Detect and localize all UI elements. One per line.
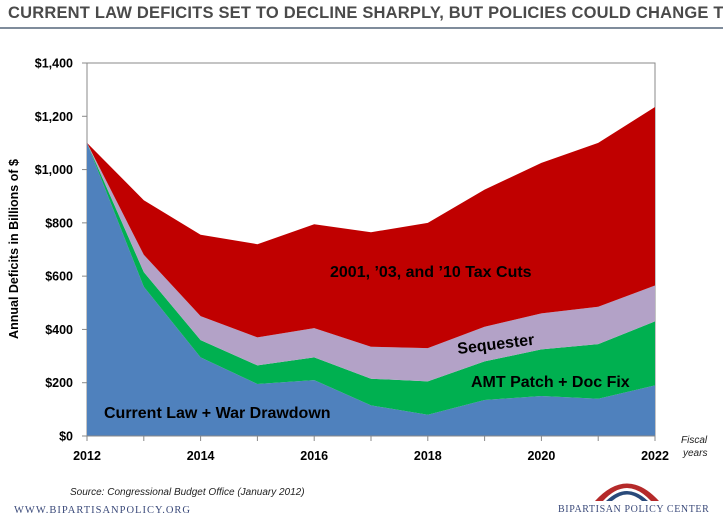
x-tick-label: 2012 — [73, 449, 101, 463]
x-ticks: 2012 2014 2016 2018 2020 2022 — [73, 436, 669, 463]
area-series-2 — [87, 142, 655, 382]
x-tick-label: 2020 — [527, 449, 555, 463]
bpc-logo-icon — [595, 483, 659, 501]
source-note: Source: Congressional Budget Office (Jan… — [70, 487, 305, 498]
x-unit-label-line1: Fiscal — [681, 435, 708, 446]
area-series-0 — [87, 142, 655, 436]
x-tick-label: 2018 — [414, 449, 442, 463]
x-tick-label: 2016 — [300, 449, 328, 463]
chart: $0 $200 $400 $600 $800 $1,000 $1,200 $1,400 201… — [7, 57, 708, 464]
x-unit-label-line2: years — [682, 448, 707, 459]
area-series-3 — [87, 107, 655, 349]
y-tick-label: $200 — [45, 376, 73, 390]
label-tax-cuts: 2001, ’03, and ’10 Tax Cuts — [330, 264, 532, 281]
footer-org-name: BIPARTISAN POLICY CENTER — [558, 504, 710, 515]
y-tick-label: $800 — [45, 216, 73, 230]
y-ticks: $0 $200 $400 $600 $800 $1,000 $1,200 $1,400 — [35, 57, 87, 444]
y-tick-label: $1,200 — [35, 110, 73, 124]
x-tick-label: 2022 — [641, 449, 669, 463]
chart-title: CURRENT LAW DEFICITS SET TO DECLINE SHAR… — [8, 4, 723, 22]
footer-url-link[interactable]: WWW.BIPARTISANPOLICY.ORG — [14, 505, 191, 516]
y-tick-label: $1,000 — [35, 163, 73, 177]
y-tick-label: $0 — [59, 430, 73, 444]
y-tick-label: $1,400 — [35, 57, 73, 71]
y-tick-label: $600 — [45, 270, 73, 284]
label-amt-patch: AMT Patch + Doc Fix — [471, 374, 630, 391]
label-current-law: Current Law + War Drawdown — [104, 405, 331, 422]
y-tick-label: $400 — [45, 323, 73, 337]
area-series-1 — [87, 142, 655, 415]
title-rule — [0, 27, 723, 29]
y-axis-label: Annual Deficits in Billions of $ — [7, 159, 21, 339]
x-tick-label: 2014 — [187, 449, 215, 463]
series-areas — [87, 107, 655, 436]
